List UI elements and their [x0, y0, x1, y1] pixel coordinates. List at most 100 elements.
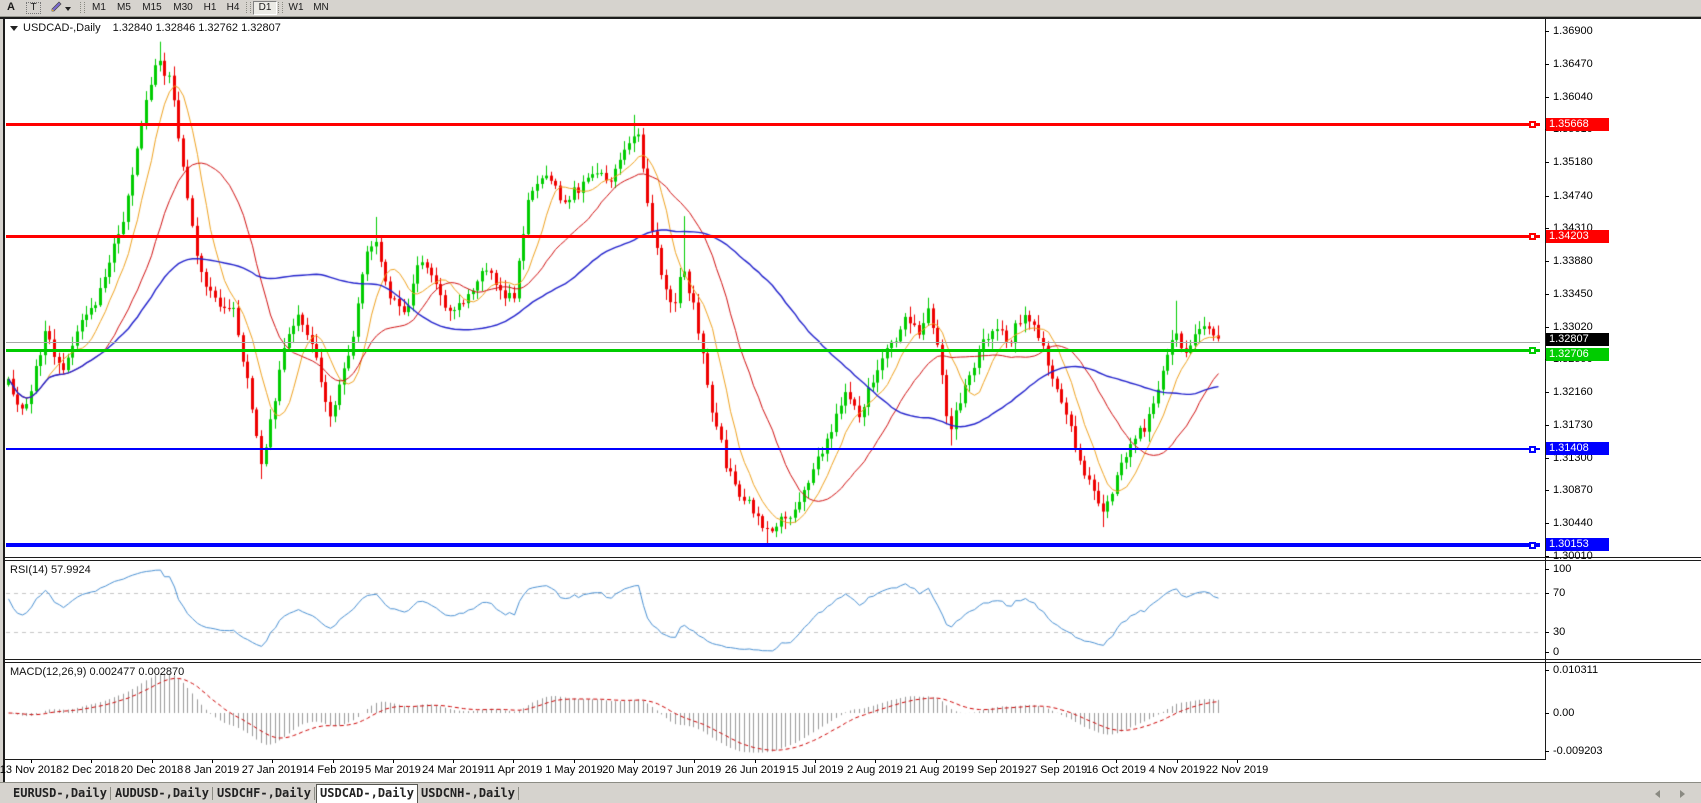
tab-separator: [110, 787, 111, 800]
resistance-line-upper-handle[interactable]: [1529, 121, 1536, 128]
date-tick-mark: [815, 760, 816, 763]
price-tick-mark: [1545, 425, 1549, 426]
rsi-tick-label: 100: [1553, 563, 1572, 575]
tab-usdcad[interactable]: USDCAD-,Daily: [316, 784, 418, 803]
date-label: 7 Jun 2019: [666, 764, 722, 776]
macd-tick-mark: [1545, 751, 1549, 752]
rsi-tick-mark: [1545, 569, 1549, 570]
price-tick-label: 1.30870: [1553, 484, 1593, 496]
support-line-blue-lower-handle[interactable]: [1529, 542, 1536, 549]
support-line-blue-lower[interactable]: [6, 543, 1540, 547]
resistance-line-lower[interactable]: [6, 235, 1540, 238]
date-label: 13 Nov 2018: [0, 764, 63, 776]
price-tick-mark: [1545, 327, 1549, 328]
price-tick-label: 1.33450: [1553, 288, 1593, 300]
rsi-tick-label: 30: [1553, 626, 1566, 638]
date-tick-mark: [875, 760, 876, 763]
date-tick-mark: [513, 760, 514, 763]
date-tick-mark: [152, 760, 153, 763]
price-tick-label: 1.30010: [1553, 550, 1593, 562]
tab-audusd[interactable]: AUDUSD-,Daily: [115, 786, 209, 800]
macd-tick-label: -0.009203: [1553, 745, 1603, 757]
price-tick-mark: [1545, 458, 1549, 459]
date-label: 20 Dec 2018: [120, 764, 184, 776]
date-tick-mark: [393, 760, 394, 763]
date-label: 2 Aug 2019: [847, 764, 903, 776]
date-tick-mark: [333, 760, 334, 763]
date-label: 21 Aug 2019: [905, 764, 967, 776]
date-label: 5 Mar 2019: [365, 764, 421, 776]
tab-usdcnh[interactable]: USDCNH-,Daily: [421, 786, 515, 800]
date-tick-mark: [634, 760, 635, 763]
date-tick-mark: [574, 760, 575, 763]
chart-menu-arrow-icon[interactable]: [10, 26, 18, 31]
rsi-tick-mark: [1545, 593, 1549, 594]
tab-separator: [518, 787, 519, 800]
date-tick-mark: [453, 760, 454, 763]
macd-tick-mark: [1545, 670, 1549, 671]
date-tick-mark: [1237, 760, 1238, 763]
macd-tick-label: 0.00: [1553, 707, 1575, 719]
rsi-indicator-label: RSI(14) 57.9924: [10, 564, 91, 576]
price-badge-1.32706: 1.32706: [1546, 348, 1609, 361]
resistance-line-upper[interactable]: [6, 123, 1540, 126]
price-tick-mark: [1545, 294, 1549, 295]
symbol-tab-bar: EURUSD-,Daily AUDUSD-,Daily USDCHF-,Daily U…: [0, 782, 1701, 803]
date-label: 11 Apr 2019: [483, 764, 543, 776]
date-label: 26 Jun 2019: [724, 764, 786, 776]
current-price-line[interactable]: [6, 342, 1540, 343]
price-tick-label: 1.34740: [1553, 190, 1593, 202]
date-label: 27 Sep 2019: [1024, 764, 1088, 776]
price-tick-mark: [1545, 196, 1549, 197]
tab-scroll-right-button[interactable]: [1680, 790, 1685, 798]
price-badge-1.34203: 1.34203: [1546, 230, 1609, 243]
date-tick-mark: [272, 760, 273, 763]
date-label: 27 Jan 2019: [241, 764, 303, 776]
price-badge-1.35668: 1.35668: [1546, 118, 1609, 131]
date-tick-mark: [1177, 760, 1178, 763]
price-tick-mark: [1545, 523, 1549, 524]
price-tick-mark: [1545, 228, 1549, 229]
macd-indicator-label: MACD(12,26,9) 0.002477 0.002870: [10, 666, 185, 678]
tab-eurusd[interactable]: EURUSD-,Daily: [13, 786, 107, 800]
date-tick-mark: [936, 760, 937, 763]
date-label: 4 Nov 2019: [1148, 764, 1206, 776]
date-tick-mark: [996, 760, 997, 763]
support-line-green-handle[interactable]: [1529, 347, 1536, 354]
price-tick-label: 1.36470: [1553, 58, 1593, 70]
price-tick-mark: [1545, 97, 1549, 98]
date-tick-mark: [1056, 760, 1057, 763]
support-line-blue-upper-handle[interactable]: [1529, 446, 1536, 453]
date-label: 16 Oct 2019: [1086, 764, 1146, 776]
date-tick-mark: [755, 760, 756, 763]
tab-separator: [212, 787, 213, 800]
chart-ohlc-values: 1.32840 1.32846 1.32762 1.32807: [112, 22, 281, 34]
price-tick-mark: [1545, 261, 1549, 262]
price-tick-label: 1.32160: [1553, 386, 1593, 398]
price-tick-label: 1.33020: [1553, 321, 1593, 333]
tab-scroll-left-button[interactable]: [1655, 790, 1660, 798]
price-tick-label: 1.36040: [1553, 91, 1593, 103]
date-label: 14 Feb 2019: [302, 764, 364, 776]
tab-usdchf[interactable]: USDCHF-,Daily: [217, 786, 311, 800]
date-tick-mark: [212, 760, 213, 763]
rsi-tick-mark: [1545, 632, 1549, 633]
price-tick-label: 1.33880: [1553, 255, 1593, 267]
chart-title: USDCAD-,Daily 1.32840 1.32846 1.32762 1.3…: [10, 22, 281, 34]
price-badge-1.31408: 1.31408: [1546, 442, 1609, 455]
date-label: 9 Sep 2019: [967, 764, 1025, 776]
price-tick-mark: [1545, 392, 1549, 393]
resistance-line-lower-handle[interactable]: [1529, 233, 1536, 240]
price-tick-label: 1.31300: [1553, 452, 1593, 464]
price-tick-mark: [1545, 31, 1549, 32]
price-badge-1.32807: 1.32807: [1546, 333, 1609, 346]
support-line-green[interactable]: [6, 349, 1540, 352]
support-line-blue-upper[interactable]: [6, 448, 1540, 450]
price-tick-mark: [1545, 490, 1549, 491]
price-badge-1.30153: 1.30153: [1546, 538, 1609, 551]
date-label: 20 May 2019: [602, 764, 666, 776]
date-tick-mark: [694, 760, 695, 763]
